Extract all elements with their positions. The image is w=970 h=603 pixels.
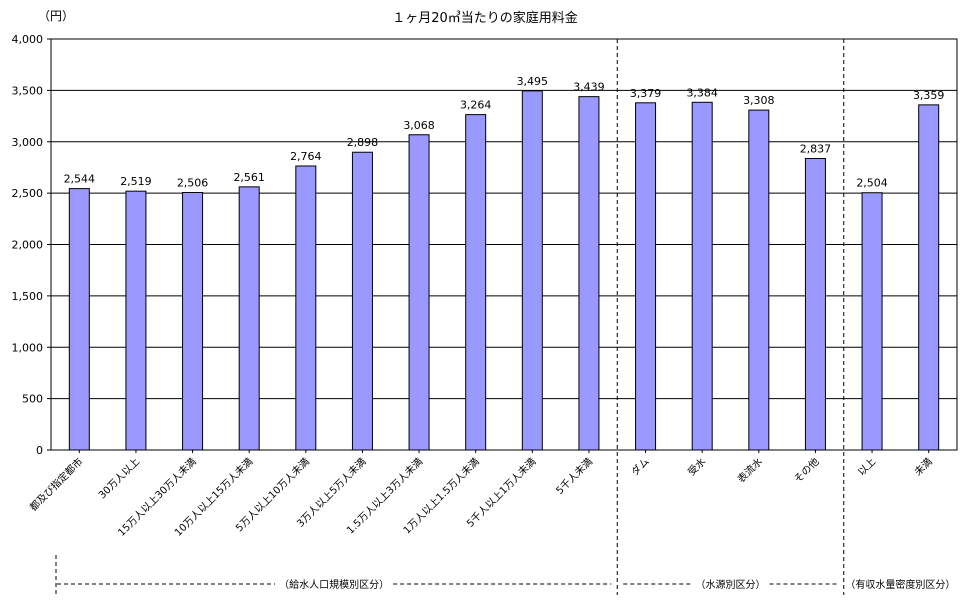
bar — [918, 104, 940, 451]
bar — [748, 109, 770, 451]
data-label: 2,519 — [120, 175, 152, 188]
data-label: 2,544 — [64, 173, 96, 186]
x-tick-label: 5千人未満 — [554, 456, 595, 497]
bar — [408, 134, 430, 451]
data-label: 3,384 — [686, 86, 718, 99]
bar — [182, 192, 204, 451]
data-label: 3,264 — [460, 99, 492, 112]
y-tick-label: 4,000 — [12, 33, 44, 46]
data-label: 2,898 — [347, 136, 379, 149]
x-tick-label: その他 — [791, 455, 821, 485]
bar — [691, 101, 713, 451]
y-tick-label: 1,500 — [12, 290, 44, 303]
x-tick-label: ダム — [628, 455, 651, 478]
data-label: 3,495 — [517, 75, 549, 88]
y-tick-label: 0 — [36, 444, 43, 457]
y-tick-label: 2,000 — [12, 239, 44, 252]
data-label: 3,359 — [913, 89, 945, 102]
group-label: （有収水量密度別区分） — [845, 578, 955, 591]
data-label: 2,837 — [800, 142, 832, 155]
data-label: 3,379 — [630, 87, 662, 100]
data-label: 3,308 — [743, 94, 775, 107]
bar — [295, 165, 317, 451]
bar — [125, 190, 147, 451]
x-tick-label: 30万人以上 — [96, 456, 142, 502]
bar — [521, 90, 543, 451]
data-label: 3,439 — [573, 81, 605, 94]
group-label: （水源別区分） — [696, 578, 766, 591]
data-label: 3,068 — [403, 119, 435, 132]
y-tick-label: 500 — [22, 393, 43, 406]
data-label: 2,764 — [290, 150, 322, 163]
y-axis-unit: （円） — [38, 9, 74, 23]
data-label: 2,561 — [233, 171, 265, 184]
data-label: 2,504 — [856, 177, 888, 190]
y-tick-label: 3,500 — [12, 84, 44, 97]
bar — [578, 96, 600, 451]
chart-title: １ヶ月20㎥当たりの家庭用料金 — [392, 10, 578, 26]
x-tick-label: 未満 — [912, 456, 935, 479]
bar — [804, 157, 826, 451]
bar — [238, 186, 260, 451]
y-tick-label: 3,000 — [12, 136, 44, 149]
x-tick-label: 受水 — [686, 456, 709, 479]
y-tick-label: 2,500 — [12, 187, 44, 200]
bar — [635, 102, 657, 451]
x-tick-label: 以上 — [856, 456, 879, 479]
bar — [68, 188, 90, 451]
x-tick-label: 表流水 — [735, 455, 765, 485]
group-label: （給水人口規模別区分） — [279, 578, 389, 591]
bar — [351, 151, 373, 451]
y-tick-label: 1,000 — [12, 341, 44, 354]
data-label: 2,506 — [177, 177, 209, 190]
bar — [465, 114, 487, 451]
bar — [861, 192, 883, 451]
x-tick-label: 都及び指定都市 — [27, 455, 86, 514]
